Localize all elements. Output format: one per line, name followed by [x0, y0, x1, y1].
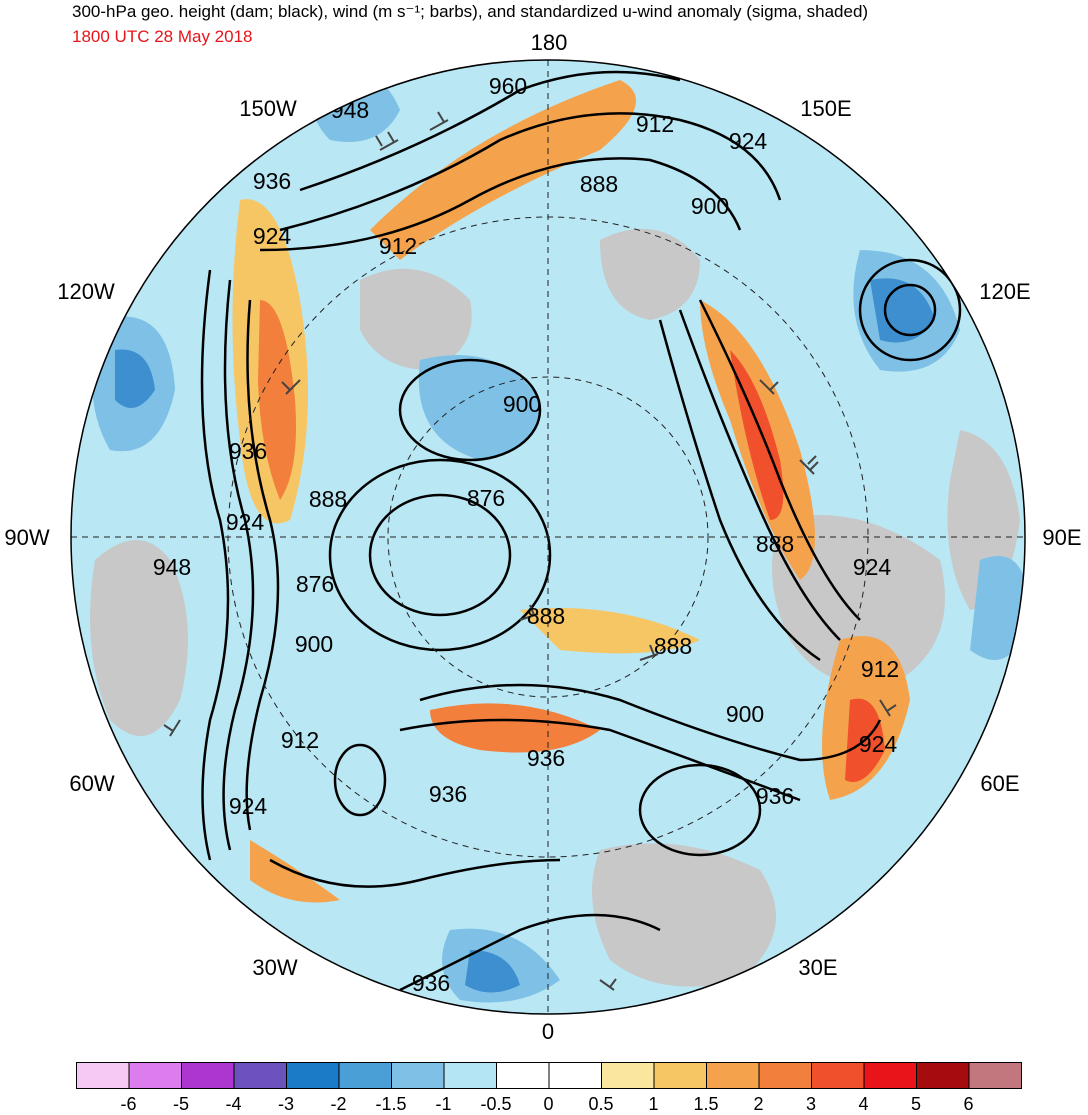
colorbar-box — [653, 1062, 707, 1089]
svg-text:936: 936 — [756, 783, 794, 809]
svg-text:924: 924 — [226, 509, 265, 535]
svg-text:924: 924 — [253, 223, 292, 249]
colorbar-box — [181, 1062, 235, 1089]
svg-text:924: 924 — [229, 793, 268, 819]
colorbar-tick-label: -6 — [120, 1094, 137, 1114]
svg-text:900: 900 — [726, 701, 764, 727]
svg-text:936: 936 — [527, 745, 565, 771]
colorbar-tick-label: -1 — [435, 1094, 452, 1114]
colorbar-tick-label: -4 — [225, 1094, 242, 1114]
colorbar-box — [706, 1062, 760, 1089]
land-gray — [90, 228, 1020, 987]
colorbar-tick-label: 2 — [753, 1094, 764, 1114]
lon-label-150e: 150E — [800, 96, 852, 121]
graticule — [71, 60, 1025, 1014]
colorbar — [76, 1062, 1022, 1089]
colorbar-tick-label: 4 — [858, 1094, 869, 1114]
svg-text:888: 888 — [527, 603, 565, 629]
svg-text:876: 876 — [467, 485, 505, 511]
svg-text:888: 888 — [309, 486, 347, 512]
svg-text:876: 876 — [296, 571, 334, 597]
svg-text:912: 912 — [281, 727, 319, 753]
colorbar-tick-label: 0.5 — [588, 1094, 614, 1114]
colorbar-tick-label: 1.5 — [693, 1094, 719, 1114]
colorbar-tick-label: -0.5 — [480, 1094, 512, 1114]
figure-title: 300-hPa geo. height (dam; black), wind (… — [72, 2, 869, 21]
valid-time: 1800 UTC 28 May 2018 — [72, 27, 253, 46]
colorbar-box — [128, 1062, 182, 1089]
height-contours — [200, 70, 962, 992]
svg-text:936: 936 — [429, 781, 467, 807]
colorbar-box — [338, 1062, 392, 1089]
map-boundary — [70, 59, 1026, 1015]
polar-map: 960 948 912 924 936 888 900 924 912 900 … — [70, 59, 1026, 1015]
anomaly-darkblue — [115, 278, 935, 993]
colorbar-tick-label: 5 — [910, 1094, 922, 1114]
lon-label-150w: 150W — [239, 96, 297, 121]
colorbar-tick-label: 6 — [963, 1094, 974, 1114]
lon-label-120e: 120E — [979, 279, 1031, 304]
colorbar-tick-label: 1 — [648, 1094, 659, 1114]
colorbar-box — [811, 1062, 865, 1089]
svg-text:912: 912 — [636, 111, 674, 137]
svg-text:888: 888 — [654, 633, 692, 659]
colorbar-box — [233, 1062, 287, 1089]
colorbar-tick-label: -1.5 — [375, 1094, 407, 1114]
svg-text:924: 924 — [859, 731, 898, 757]
lon-label-30w: 30W — [252, 955, 298, 980]
colorbar-tick-label: -5 — [172, 1094, 190, 1114]
lon-label-90e: 90E — [1042, 525, 1082, 550]
svg-text:924: 924 — [729, 128, 768, 154]
wind-barbs — [163, 111, 897, 991]
svg-text:900: 900 — [691, 193, 729, 219]
colorbar-box — [601, 1062, 655, 1089]
colorbar-box — [391, 1062, 445, 1089]
colorbar-box — [286, 1062, 340, 1089]
contour-labels: 960 948 912 924 936 888 900 924 912 900 … — [153, 73, 899, 996]
lon-label-180: 180 — [530, 30, 568, 55]
svg-text:936: 936 — [229, 438, 267, 464]
lon-label-120w: 120W — [57, 279, 115, 304]
svg-text:912: 912 — [379, 233, 417, 259]
lon-label-30e: 30E — [798, 955, 838, 980]
colorbar-tick-label: 0 — [543, 1094, 554, 1114]
colorbar-tick-label: -3 — [277, 1094, 295, 1114]
svg-text:924: 924 — [853, 554, 892, 580]
colorbar-box — [443, 1062, 497, 1089]
lon-label-90w: 90W — [4, 525, 50, 550]
svg-text:960: 960 — [489, 73, 527, 99]
svg-text:936: 936 — [253, 168, 291, 194]
colorbar-box — [76, 1062, 130, 1089]
colorbar-box — [548, 1062, 602, 1089]
svg-text:948: 948 — [153, 554, 191, 580]
lon-label-60e: 60E — [980, 771, 1020, 796]
colorbar-box — [496, 1062, 550, 1089]
colorbar-box — [916, 1062, 970, 1089]
svg-text:912: 912 — [861, 656, 899, 682]
svg-text:900: 900 — [503, 391, 541, 417]
colorbar-box — [968, 1062, 1022, 1089]
svg-text:888: 888 — [756, 531, 794, 557]
svg-text:888: 888 — [580, 171, 618, 197]
svg-text:900: 900 — [295, 631, 333, 657]
svg-text:936: 936 — [412, 970, 450, 996]
colorbar-box — [758, 1062, 812, 1089]
lon-label-60w: 60W — [69, 771, 115, 796]
colorbar-tick-label: 3 — [805, 1094, 817, 1114]
colorbar-box — [863, 1062, 917, 1089]
lon-label-0: 0 — [541, 1019, 555, 1044]
colorbar-tick-label: -2 — [330, 1094, 347, 1114]
